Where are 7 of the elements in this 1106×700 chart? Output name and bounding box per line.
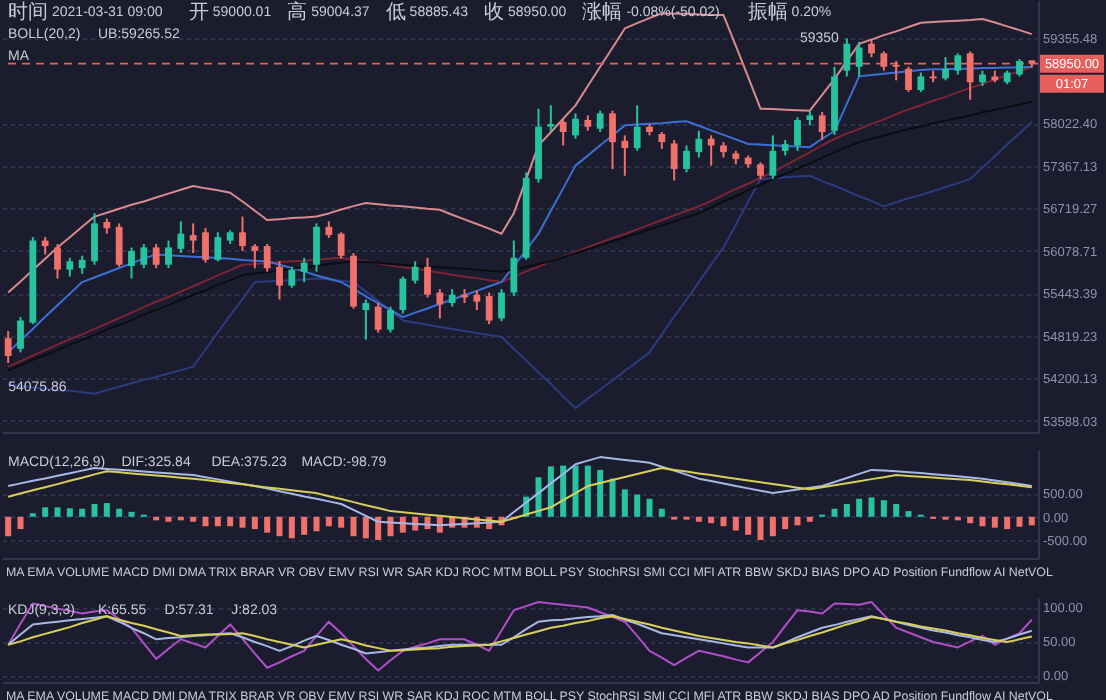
annotation: 收 xyxy=(484,2,504,24)
annotation: 涨幅 xyxy=(582,0,623,24)
annotation: 时间 xyxy=(8,0,48,24)
annotation: 开 xyxy=(188,2,209,24)
annotation: 高 xyxy=(287,0,308,24)
annotation: 低 xyxy=(385,2,406,24)
annotation: 振幅 xyxy=(747,0,788,24)
